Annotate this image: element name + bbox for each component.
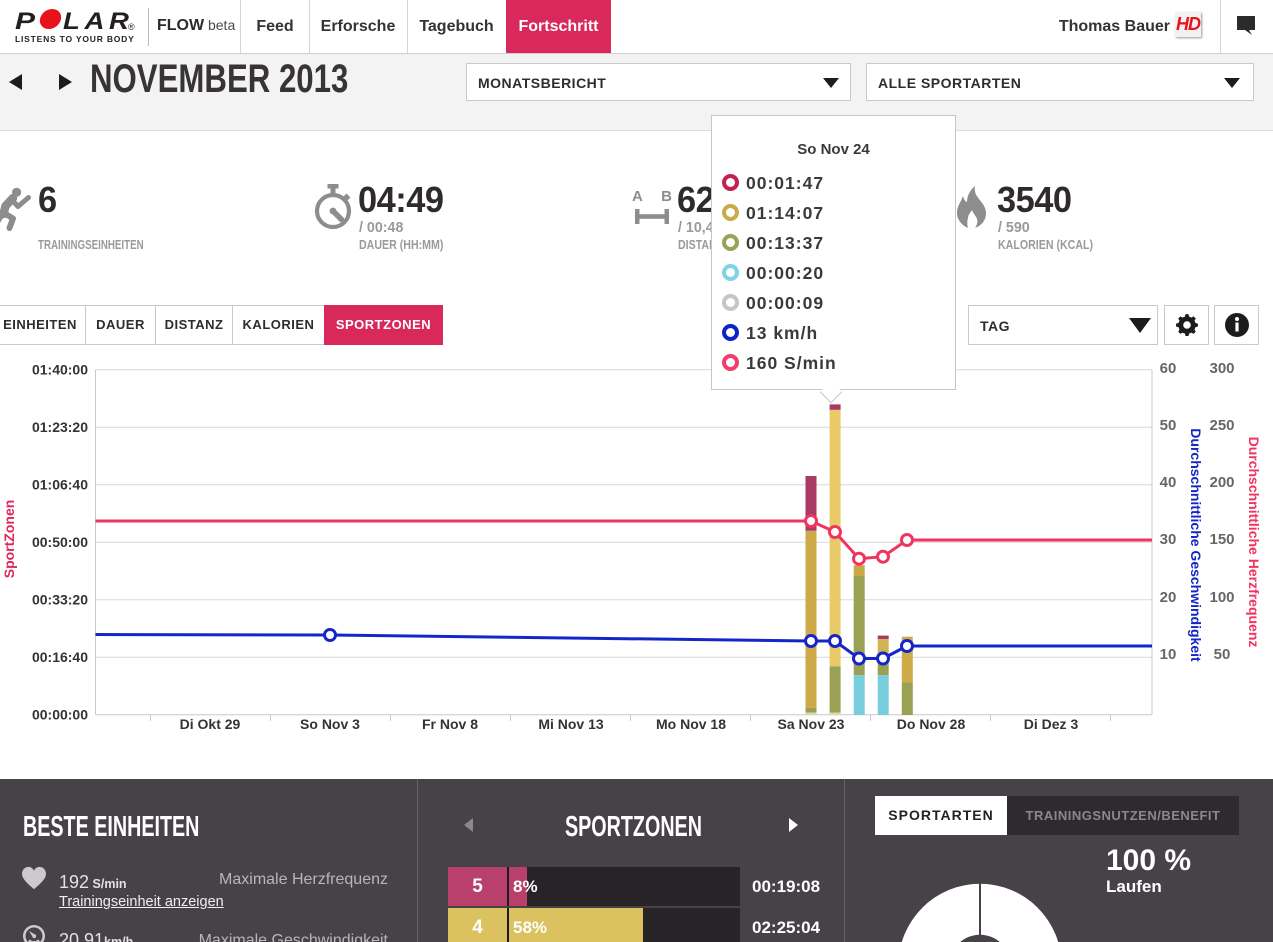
svg-text:300: 300 [1209,360,1234,377]
svg-text:200: 200 [1209,474,1234,491]
svg-text:150: 150 [1209,531,1234,548]
svg-text:10: 10 [1160,646,1177,663]
svg-text:So Nov 3: So Nov 3 [300,716,360,732]
svg-text:30: 30 [1160,531,1177,548]
svg-text:Sa Nov 23: Sa Nov 23 [778,716,845,732]
svg-text:01:06:40: 01:06:40 [32,477,88,493]
svg-text:00:33:20: 00:33:20 [32,592,88,608]
svg-text:50: 50 [1160,417,1177,434]
svg-text:50: 50 [1214,646,1231,663]
svg-text:Fr Nov 8: Fr Nov 8 [422,716,478,732]
svg-text:00:00:00: 00:00:00 [32,707,88,723]
svg-text:00:16:40: 00:16:40 [32,649,88,665]
svg-text:Durchschnittliche Herzfrequenz: Durchschnittliche Herzfrequenz [1246,437,1262,648]
svg-text:100: 100 [1209,589,1234,606]
svg-text:Di Dez 3: Di Dez 3 [1024,716,1079,732]
svg-text:01:23:20: 01:23:20 [32,419,88,435]
svg-text:Mi Nov 13: Mi Nov 13 [538,716,604,732]
svg-text:Do Nov 28: Do Nov 28 [897,716,966,732]
svg-text:60: 60 [1160,360,1177,377]
svg-text:00:50:00: 00:50:00 [32,534,88,550]
svg-text:Mo Nov 18: Mo Nov 18 [656,716,726,732]
svg-text:40: 40 [1160,474,1177,491]
svg-text:SportZonen: SportZonen [1,500,17,579]
svg-text:250: 250 [1209,417,1234,434]
svg-text:Di Okt 29: Di Okt 29 [180,716,241,732]
svg-text:Durchschnittliche Geschwindigk: Durchschnittliche Geschwindigkeit [1188,428,1204,662]
svg-text:01:40:00: 01:40:00 [32,362,88,378]
svg-text:20: 20 [1160,589,1177,606]
